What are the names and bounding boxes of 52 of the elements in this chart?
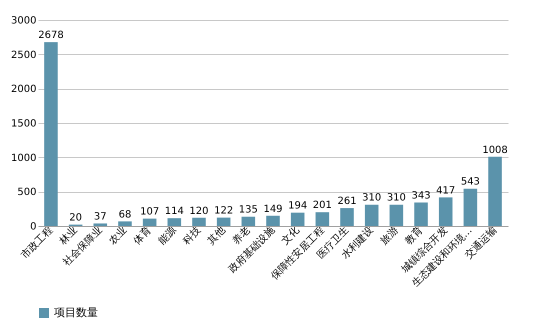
x-tick-label: 教育 xyxy=(402,224,426,247)
data-label: 343 xyxy=(411,190,431,202)
data-label: 1008 xyxy=(482,144,508,156)
data-label: 107 xyxy=(140,206,160,218)
x-tick-label: 旅游 xyxy=(378,224,401,247)
bar xyxy=(390,204,404,226)
bar xyxy=(364,204,378,226)
data-label: 2678 xyxy=(38,30,64,42)
data-label: 120 xyxy=(189,206,209,217)
bar xyxy=(94,223,108,226)
data-label: 37 xyxy=(94,211,107,222)
data-label: 135 xyxy=(238,204,258,216)
bar xyxy=(266,216,280,226)
bar xyxy=(340,208,354,226)
y-tick-label: 1500 xyxy=(11,118,36,130)
data-label: 201 xyxy=(312,200,332,212)
bar xyxy=(168,218,182,226)
bar xyxy=(216,218,230,226)
data-label: 417 xyxy=(436,185,456,196)
data-label: 261 xyxy=(337,196,357,208)
bar xyxy=(414,202,428,226)
y-tick-label: 2500 xyxy=(11,50,36,61)
x-tick-label: 其他 xyxy=(205,224,228,247)
data-label: 543 xyxy=(460,176,480,188)
data-label: 114 xyxy=(164,206,184,218)
data-label: 122 xyxy=(214,206,234,217)
data-label: 149 xyxy=(263,204,283,215)
y-tick-label: 3000 xyxy=(11,16,36,26)
x-tick-label: 科技 xyxy=(180,224,204,247)
x-tick-label: 农业 xyxy=(106,224,130,247)
bar xyxy=(44,42,58,226)
legend-label: 项目数量 xyxy=(54,306,98,319)
data-label: 194 xyxy=(288,200,308,212)
data-label: 68 xyxy=(118,209,132,220)
bar xyxy=(192,218,206,226)
bar xyxy=(242,216,256,226)
y-tick-label: 500 xyxy=(17,187,36,198)
bar xyxy=(290,212,304,226)
y-tick-label: 1000 xyxy=(11,152,36,164)
data-label: 310 xyxy=(362,192,382,204)
bar xyxy=(438,197,452,226)
bar xyxy=(142,218,156,226)
bar xyxy=(464,188,478,226)
bar xyxy=(488,156,502,226)
x-tick-label: 能源 xyxy=(156,224,179,247)
x-tick-label: 体育 xyxy=(131,224,154,247)
y-tick-label: 2000 xyxy=(11,84,36,96)
bar xyxy=(316,212,330,226)
data-label: 20 xyxy=(69,212,82,224)
bar xyxy=(118,221,132,226)
y-tick-label: 0 xyxy=(30,222,36,232)
data-label: 310 xyxy=(386,192,406,204)
